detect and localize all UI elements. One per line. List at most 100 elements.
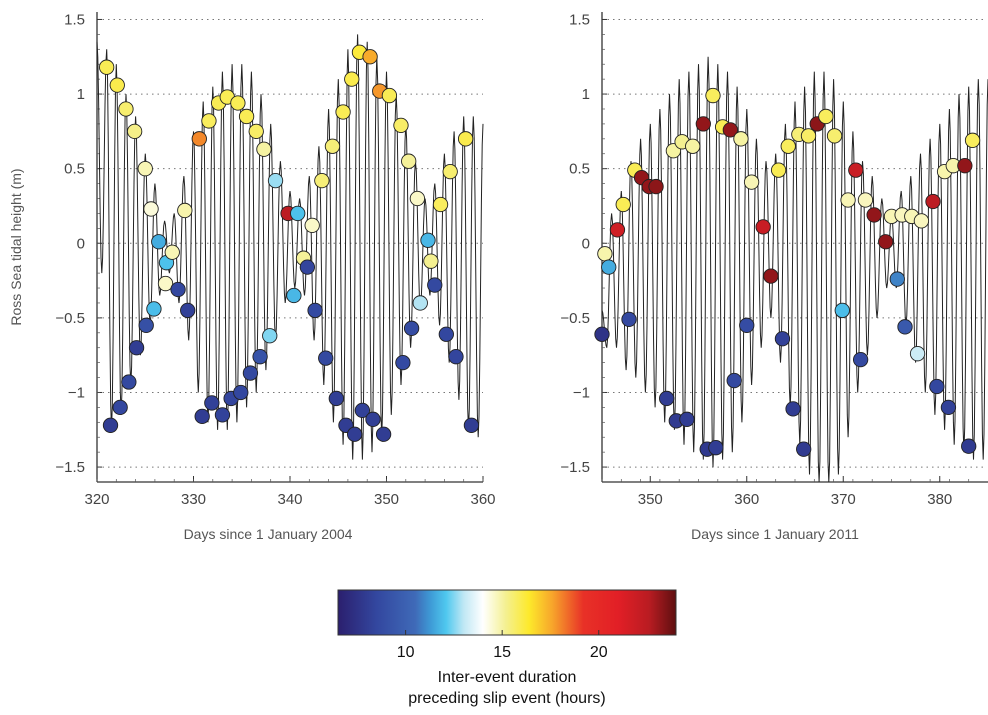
tidal-height-line — [601, 56, 988, 483]
slip-event-point — [328, 390, 344, 407]
slip-event-point — [857, 192, 874, 208]
slip-event-point — [463, 417, 480, 433]
slip-event-point — [238, 108, 255, 125]
y-tick-label: −0.5 — [560, 310, 590, 327]
slip-event-point — [852, 352, 869, 368]
slip-event-point — [164, 244, 180, 260]
slip-event-point — [848, 162, 864, 178]
slip-event-point — [957, 158, 973, 174]
slip-event-point — [432, 196, 449, 213]
slip-event-point — [940, 399, 957, 416]
tidal-height-line — [96, 34, 484, 460]
slip-event-point — [118, 101, 134, 117]
slip-event-point — [796, 441, 812, 457]
slip-event-point — [733, 131, 749, 147]
colorbar-tick-label: 10 — [397, 644, 415, 661]
x-tick-label: 370 — [831, 491, 856, 508]
slip-event-point — [252, 349, 268, 365]
slip-event-point — [818, 108, 834, 125]
panel-2011-xlabel: Days since 1 January 2011 — [691, 526, 859, 542]
slip-event-point — [354, 402, 371, 419]
x-tick-label: 350 — [638, 491, 663, 508]
y-tick-label: −0.5 — [55, 310, 85, 327]
slip-event-point — [347, 426, 363, 442]
y-tick-label: −1 — [68, 384, 85, 401]
colorbar-tick-label: 15 — [493, 644, 511, 661]
slip-event-point — [913, 213, 930, 229]
slip-event-point — [609, 222, 626, 238]
slip-event-point — [679, 411, 695, 427]
y-tick-label: 1.5 — [569, 11, 590, 28]
slip-event-point — [409, 190, 426, 207]
slip-event-point — [304, 217, 320, 234]
colorbar-gradient — [337, 589, 677, 636]
slip-event-point — [866, 207, 882, 223]
slip-event-point — [151, 234, 167, 250]
panel-2004-xlabel: Days since 1 January 2004 — [184, 526, 353, 542]
slip-event-point — [290, 205, 306, 222]
x-tick-label: 360 — [470, 491, 495, 508]
slip-event-point — [201, 113, 217, 129]
y-tick-label: 0 — [77, 235, 85, 252]
slip-event-point — [929, 378, 945, 395]
colorbar: Inter-event duration preceding slip even… — [337, 589, 677, 707]
y-tick-label: 1.5 — [64, 11, 85, 28]
slip-event-point — [214, 407, 231, 423]
slip-event-point — [448, 349, 464, 365]
slip-event-point — [442, 164, 458, 180]
slip-event-point — [755, 219, 771, 235]
slip-event-point — [344, 71, 360, 87]
slip-event-point — [420, 232, 436, 248]
slip-event-point — [262, 328, 278, 344]
slip-event-point — [457, 131, 474, 147]
y-tick-label: −1 — [573, 384, 590, 401]
colorbar-title-line-2: preceding slip event (hours) — [408, 690, 605, 707]
slip-event-point — [395, 354, 411, 371]
slip-event-point — [648, 178, 664, 195]
slip-event-point — [615, 196, 631, 213]
slip-event-point — [233, 384, 249, 401]
slip-event-point — [705, 87, 721, 104]
slip-event-point — [601, 259, 617, 275]
slip-event-point — [112, 399, 128, 416]
slip-event-point — [126, 123, 143, 140]
slip-event-point — [659, 390, 675, 407]
slip-event-point — [256, 141, 272, 157]
slip-event-point — [267, 172, 284, 189]
slip-event-point — [412, 295, 428, 311]
colorbar-tick-label: 20 — [590, 644, 608, 661]
x-tick-label: 340 — [277, 491, 302, 508]
slip-event-point — [286, 287, 302, 304]
panel-2004: Ross Sea tidal height (m) Days since 1 J… — [8, 11, 496, 542]
slip-event-point — [423, 253, 439, 269]
slip-event-point — [335, 104, 351, 120]
y-tick-label: 0.5 — [64, 161, 85, 178]
slip-event-point — [597, 246, 613, 262]
slip-event-point — [780, 138, 796, 154]
slip-event-point — [427, 277, 443, 293]
x-tick-label: 360 — [734, 491, 759, 508]
slip-event-point — [878, 234, 894, 250]
y-tick-label: 0 — [582, 235, 590, 252]
slip-event-point — [840, 192, 856, 208]
slip-event-point — [362, 49, 378, 65]
slip-event-point — [401, 153, 417, 169]
slip-event-point — [230, 95, 246, 111]
slip-event-point — [594, 326, 610, 342]
slip-event-point — [109, 77, 125, 93]
x-tick-label: 320 — [84, 491, 109, 508]
slip-event-point — [826, 128, 843, 144]
slip-event-point — [708, 440, 724, 456]
slip-event-point — [242, 365, 259, 381]
panel-2011: Days since 1 January 2011 −1.5 −1 −0.5 0 0.5… — [560, 11, 988, 542]
x-tick-label: 330 — [181, 491, 206, 508]
slip-event-point — [375, 426, 392, 442]
y-tick-label: −1.5 — [560, 459, 590, 476]
slip-event-point — [897, 319, 913, 335]
slip-event-point — [743, 174, 760, 190]
slip-event-point — [307, 302, 323, 319]
slip-event-point — [925, 193, 941, 210]
slip-event-point — [964, 132, 981, 148]
slip-event-point — [324, 138, 341, 154]
